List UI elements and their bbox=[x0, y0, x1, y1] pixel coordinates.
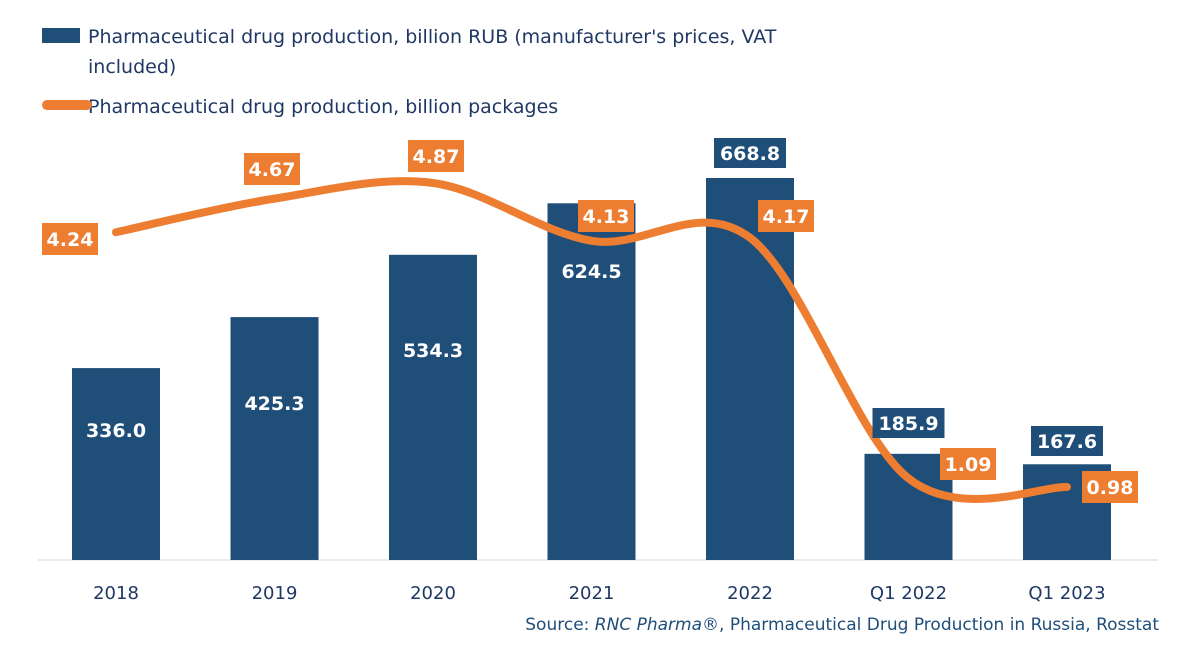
bar-data-label-3-box bbox=[555, 256, 628, 286]
source-rest: , Pharmaceutical Drug Production in Russ… bbox=[719, 615, 1159, 635]
line-data-label-6: 0.98 bbox=[1087, 477, 1134, 499]
x-tick-label-5: Q1 2022 bbox=[870, 583, 947, 604]
legend-line-label: Pharmaceutical drug production, billion … bbox=[88, 96, 559, 118]
legend-line-swatch bbox=[42, 100, 92, 110]
bar-data-label-3: 624.5 bbox=[561, 261, 621, 283]
bar-data-label-6-box bbox=[1031, 426, 1103, 456]
bar-2 bbox=[389, 254, 477, 560]
bar-5 bbox=[864, 453, 953, 560]
source-prefix: Source: bbox=[525, 615, 595, 635]
line-data-label-4: 4.17 bbox=[763, 206, 810, 228]
x-tick-label-3: 2021 bbox=[569, 583, 615, 604]
bar-data-label-6: 167.6 bbox=[1037, 431, 1097, 453]
line-data-label-3: 4.13 bbox=[583, 206, 630, 228]
bar-data-label-4: 668.8 bbox=[720, 143, 780, 165]
bar-1 bbox=[230, 317, 319, 560]
line-data-label-2-box bbox=[408, 140, 464, 172]
source-brand: RNC Pharma® bbox=[594, 615, 720, 635]
legend-bar-swatch bbox=[42, 28, 80, 43]
line-data-label-1-box bbox=[244, 153, 300, 185]
legend-bars-label: Pharmaceutical drug production, billion … bbox=[88, 26, 777, 78]
x-tick-label-4: 2022 bbox=[727, 583, 773, 604]
x-tick-label-0: 2018 bbox=[93, 583, 139, 604]
line-data-label-2: 4.87 bbox=[413, 146, 460, 168]
legend-item-line: Pharmaceutical drug production, billion … bbox=[42, 92, 842, 122]
bar-data-label-4-box bbox=[714, 138, 786, 168]
line-data-label-1: 4.67 bbox=[249, 159, 296, 181]
line-data-label-0-box bbox=[42, 223, 98, 255]
bar-data-label-2: 534.3 bbox=[403, 340, 463, 362]
legend-item-bars: Pharmaceutical drug production, billion … bbox=[42, 22, 842, 82]
bar-data-label-0-box bbox=[80, 415, 152, 445]
x-tick-label-2: 2020 bbox=[410, 583, 456, 604]
line-data-label-4-box bbox=[758, 200, 814, 232]
bar-data-label-2-box bbox=[397, 335, 469, 365]
line-data-label-3-box bbox=[578, 200, 634, 232]
bar-data-label-1-box bbox=[238, 388, 311, 418]
bar-data-label-1: 425.3 bbox=[244, 393, 304, 415]
line-data-label-5: 1.09 bbox=[945, 454, 992, 476]
bar-data-label-5-box bbox=[872, 408, 945, 438]
legend: Pharmaceutical drug production, billion … bbox=[42, 22, 842, 122]
x-tick-label-6: Q1 2023 bbox=[1028, 583, 1105, 604]
line-data-label-0: 4.24 bbox=[47, 229, 94, 251]
line-data-label-6-box bbox=[1082, 471, 1138, 503]
bar-data-label-5: 185.9 bbox=[878, 413, 938, 435]
source-note: Source: RNC Pharma®, Pharmaceutical Drug… bbox=[525, 615, 1159, 635]
bar-0 bbox=[72, 368, 160, 560]
line-series-packages bbox=[112, 177, 1071, 503]
bar-data-label-0: 336.0 bbox=[86, 420, 146, 442]
x-tick-label-1: 2019 bbox=[252, 583, 298, 604]
line-data-label-5-box bbox=[940, 448, 996, 480]
